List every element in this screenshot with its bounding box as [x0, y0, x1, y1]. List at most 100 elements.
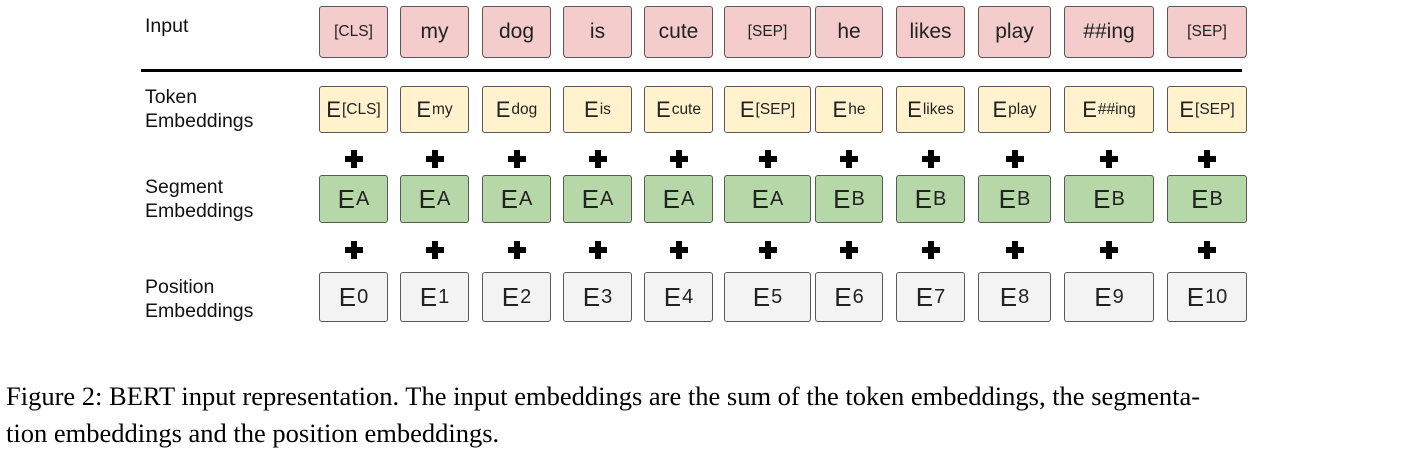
token-embedding-subscript: dog	[511, 100, 538, 118]
position-embedding-subscript: 6	[852, 285, 864, 308]
token-embedding-letter: E	[495, 96, 511, 122]
segment-row-label: Segment Embeddings	[145, 175, 253, 223]
plus-icon-token-segment	[840, 150, 858, 168]
plus-icon-token-segment	[1198, 150, 1216, 168]
segment-embedding-letter: E	[1093, 183, 1111, 214]
input-token-text: play	[995, 20, 1034, 43]
plus-icon-token-segment	[344, 150, 363, 168]
figure-caption: Figure 2: BERT input representation. The…	[6, 378, 1422, 452]
segment-embedding-subscript: B	[1111, 187, 1125, 210]
token-embedding-letter: E	[584, 96, 599, 122]
token-label-line2: Embeddings	[145, 110, 254, 132]
plus-icon-segment-position	[588, 241, 607, 259]
plus-icon-segment-position	[1198, 241, 1216, 259]
segment-embedding-letter: E	[914, 183, 932, 214]
token-embedding-letter: E	[739, 96, 755, 122]
plus-icon-token-segment	[669, 150, 688, 168]
input-token-text: cute	[658, 20, 699, 43]
segment-embedding-letter: E	[998, 183, 1016, 214]
segment-embedding-letter: E	[418, 183, 436, 214]
token-embedding-subscript: play	[1008, 100, 1037, 118]
input-token-text: likes	[909, 20, 952, 43]
input-token-box: [SEP]	[1167, 6, 1247, 58]
plus-icon-segment-position	[669, 241, 688, 259]
position-embedding-box: E 10	[1167, 272, 1247, 322]
caption-line1: Figure 2: BERT input representation. The…	[6, 381, 1201, 411]
token-embedding-letter: E	[832, 96, 848, 122]
plus-icon-segment-position	[921, 241, 940, 259]
input-token-box: [CLS]	[319, 6, 388, 58]
token-embedding-letter: E	[1082, 96, 1097, 122]
input-token-text: my	[420, 20, 449, 43]
plus-icon-segment-position	[425, 241, 444, 259]
token-embedding-subscript: [SEP]	[1195, 100, 1235, 118]
token-embedding-box: E [SEP]	[1167, 86, 1247, 133]
plus-icon-segment-position	[840, 241, 858, 259]
separator-line	[141, 69, 1242, 72]
position-embedding-subscript: 3	[601, 285, 613, 308]
token-embedding-subscript: is	[599, 100, 611, 118]
token-embedding-subscript: he	[848, 100, 866, 118]
segment-embedding-letter: E	[751, 183, 769, 214]
input-token-box: ##ing	[1064, 6, 1154, 58]
token-embedding-box: E ##ing	[1064, 86, 1154, 133]
segment-label-line2: Embeddings	[145, 200, 254, 222]
segment-embedding-letter: E	[1191, 183, 1209, 214]
plus-icon-segment-position	[758, 241, 777, 259]
position-embedding-subscript: 1	[438, 285, 450, 308]
token-embedding-subscript: [CLS]	[341, 100, 381, 118]
token-embedding-subscript: [SEP]	[755, 100, 796, 118]
input-token-text: he	[837, 20, 861, 43]
segment-embedding-subscript: A	[356, 187, 370, 210]
position-embedding-letter: E	[834, 281, 852, 312]
plus-icon-token-segment	[588, 150, 607, 168]
token-embedding-letter: E	[416, 96, 431, 122]
segment-embedding-subscript: A	[600, 187, 614, 210]
position-embedding-letter: E	[915, 281, 934, 312]
input-token-box: is	[563, 6, 632, 58]
input-token-box: my	[400, 6, 469, 58]
token-embedding-subscript: cute	[671, 100, 701, 118]
plus-icon-token-segment	[758, 150, 777, 168]
input-label-text: Input	[145, 15, 189, 37]
position-embedding-letter: E	[582, 281, 601, 312]
input-token-text: is	[589, 20, 606, 43]
segment-label-line1: Segment	[145, 176, 224, 198]
input-token-text: ##ing	[1083, 20, 1135, 43]
input-token-box: cute	[644, 6, 713, 58]
segment-embedding-subscript: B	[933, 187, 947, 210]
input-token-box: he	[815, 6, 883, 58]
plus-icon-token-segment	[921, 150, 940, 168]
input-token-text: [CLS]	[334, 23, 373, 40]
token-embedding-letter: E	[992, 96, 1008, 122]
plus-icon-token-segment	[425, 150, 444, 168]
caption-line2: tion embeddings and the position embeddi…	[6, 418, 500, 448]
segment-embedding-subscript: B	[1209, 187, 1223, 210]
input-token-box: likes	[896, 6, 965, 58]
position-embedding-letter: E	[1094, 281, 1112, 312]
segment-embedding-letter: E	[833, 183, 851, 214]
segment-embedding-letter: E	[662, 183, 680, 214]
token-embedding-subscript: likes	[922, 100, 954, 118]
position-embedding-letter: E	[501, 281, 520, 312]
